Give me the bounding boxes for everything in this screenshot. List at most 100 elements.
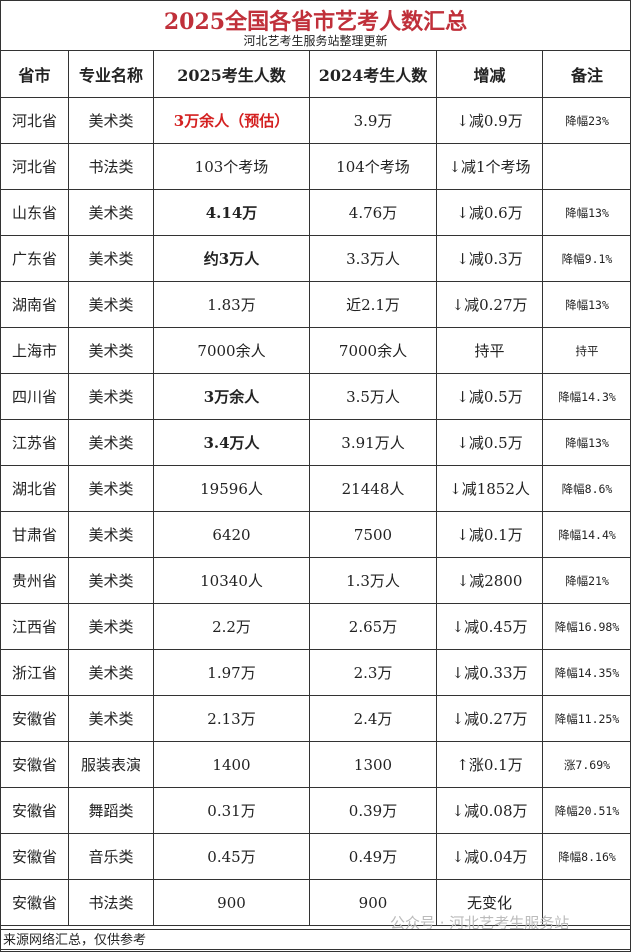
major-cell: 美术类 — [68, 465, 154, 512]
major-cell: 美术类 — [68, 511, 154, 558]
count-2024-cell: 7500 — [309, 511, 437, 558]
major-cell: 书法类 — [68, 879, 154, 926]
note-cell — [542, 143, 631, 190]
count-2025-cell: 约3万人 — [153, 235, 310, 282]
count-2024-cell: 1.3万人 — [309, 557, 437, 604]
major-cell: 美术类 — [68, 373, 154, 420]
count-2024-cell: 2.4万 — [309, 695, 437, 742]
count-2024-cell: 104个考场 — [309, 143, 437, 190]
table-row: 甘肃省 美术类 6420 7500 ↓减0.1万 降幅14.4% — [0, 511, 631, 558]
province-cell: 甘肃省 — [0, 511, 69, 558]
province-cell: 上海市 — [0, 327, 69, 374]
province-cell: 安徽省 — [0, 833, 69, 880]
major-cell: 书法类 — [68, 143, 154, 190]
major-cell: 舞蹈类 — [68, 787, 154, 834]
province-cell: 江苏省 — [0, 419, 69, 466]
major-cell: 美术类 — [68, 557, 154, 604]
province-cell: 四川省 — [0, 373, 69, 420]
note-cell: 降幅14.35% — [542, 649, 631, 696]
count-2024-cell: 3.3万人 — [309, 235, 437, 282]
change-cell: ↓减0.9万 — [436, 97, 543, 144]
note-cell: 降幅14.4% — [542, 511, 631, 558]
table-row: 湖南省 美术类 1.83万 近2.1万 ↓减0.27万 降幅13% — [0, 281, 631, 328]
count-2025-cell: 4.14万 — [153, 189, 310, 236]
count-2024-cell: 21448人 — [309, 465, 437, 512]
note-cell: 降幅11.25% — [542, 695, 631, 742]
count-2025-cell: 2.13万 — [153, 695, 310, 742]
change-cell: ↓减2800 — [436, 557, 543, 604]
column-header: 专业名称 — [68, 50, 154, 98]
note-cell: 降幅8.16% — [542, 833, 631, 880]
column-header: 2024考生人数 — [309, 50, 437, 98]
change-cell: ↓减0.27万 — [436, 695, 543, 742]
header-row: 省市 专业名称 2025考生人数 2024考生人数 增减 备注 — [0, 50, 631, 98]
major-cell: 美术类 — [68, 235, 154, 282]
major-cell: 美术类 — [68, 695, 154, 742]
table-row: 安徽省 书法类 900 900 无变化 — [0, 879, 631, 926]
count-2025-cell: 6420 — [153, 511, 310, 558]
province-cell: 江西省 — [0, 603, 69, 650]
page-title: 2025全国各省市艺考人数汇总 — [163, 9, 468, 35]
note-cell: 降幅13% — [542, 189, 631, 236]
count-2025-cell: 19596人 — [153, 465, 310, 512]
count-2024-cell: 2.3万 — [309, 649, 437, 696]
count-2024-cell: 2.65万 — [309, 603, 437, 650]
province-cell: 山东省 — [0, 189, 69, 236]
major-cell: 美术类 — [68, 419, 154, 466]
province-cell: 安徽省 — [0, 787, 69, 834]
count-2024-cell: 1300 — [309, 741, 437, 788]
major-cell: 美术类 — [68, 189, 154, 236]
table-row: 上海市 美术类 7000余人 7000余人 持平 持平 — [0, 327, 631, 374]
count-2025-cell: 1.97万 — [153, 649, 310, 696]
note-cell: 降幅13% — [542, 281, 631, 328]
table-row: 安徽省 服装表演 1400 1300 ↑涨0.1万 涨7.69% — [0, 741, 631, 788]
count-2024-cell: 近2.1万 — [309, 281, 437, 328]
change-cell: ↑涨0.1万 — [436, 741, 543, 788]
province-cell: 浙江省 — [0, 649, 69, 696]
footer-note: 来源网络汇总，仅供参考 — [0, 929, 631, 950]
count-2025-cell: 7000余人 — [153, 327, 310, 374]
province-cell: 贵州省 — [0, 557, 69, 604]
count-2025-cell: 1400 — [153, 741, 310, 788]
table-row: 江苏省 美术类 3.4万人 3.91万人 ↓减0.5万 降幅13% — [0, 419, 631, 466]
note-cell: 降幅8.6% — [542, 465, 631, 512]
change-cell: ↓减0.5万 — [436, 419, 543, 466]
major-cell: 美术类 — [68, 97, 154, 144]
note-cell: 涨7.69% — [542, 741, 631, 788]
note-cell: 降幅16.98% — [542, 603, 631, 650]
count-2024-cell: 3.91万人 — [309, 419, 437, 466]
table-row: 河北省 书法类 103个考场 104个考场 ↓减1个考场 — [0, 143, 631, 190]
province-cell: 湖南省 — [0, 281, 69, 328]
major-cell: 美术类 — [68, 327, 154, 374]
change-cell: ↓减0.33万 — [436, 649, 543, 696]
table-row: 安徽省 舞蹈类 0.31万 0.39万 ↓减0.08万 降幅20.51% — [0, 787, 631, 834]
province-cell: 河北省 — [0, 143, 69, 190]
province-cell: 安徽省 — [0, 695, 69, 742]
note-cell — [542, 879, 631, 926]
count-2025-cell: 3万余人（预估） — [153, 97, 310, 144]
count-2024-cell: 4.76万 — [309, 189, 437, 236]
province-cell: 安徽省 — [0, 879, 69, 926]
note-cell: 持平 — [542, 327, 631, 374]
table-row: 四川省 美术类 3万余人 3.5万人 ↓减0.5万 降幅14.3% — [0, 373, 631, 420]
table-row: 江西省 美术类 2.2万 2.65万 ↓减0.45万 降幅16.98% — [0, 603, 631, 650]
note-cell: 降幅9.1% — [542, 235, 631, 282]
change-cell: ↓减0.45万 — [436, 603, 543, 650]
table-row: 安徽省 音乐类 0.45万 0.49万 ↓减0.04万 降幅8.16% — [0, 833, 631, 880]
table-row: 浙江省 美术类 1.97万 2.3万 ↓减0.33万 降幅14.35% — [0, 649, 631, 696]
note-cell: 降幅14.3% — [542, 373, 631, 420]
change-cell: ↓减0.5万 — [436, 373, 543, 420]
change-cell: ↓减0.1万 — [436, 511, 543, 558]
count-2024-cell: 3.9万 — [309, 97, 437, 144]
count-2025-cell: 0.31万 — [153, 787, 310, 834]
table-row: 山东省 美术类 4.14万 4.76万 ↓减0.6万 降幅13% — [0, 189, 631, 236]
count-2025-cell: 900 — [153, 879, 310, 926]
table-row: 河北省 美术类 3万余人（预估） 3.9万 ↓减0.9万 降幅23% — [0, 97, 631, 144]
table-row: 广东省 美术类 约3万人 3.3万人 ↓减0.3万 降幅9.1% — [0, 235, 631, 282]
major-cell: 服装表演 — [68, 741, 154, 788]
count-2024-cell: 0.39万 — [309, 787, 437, 834]
count-2025-cell: 10340人 — [153, 557, 310, 604]
note-cell: 降幅20.51% — [542, 787, 631, 834]
count-2025-cell: 103个考场 — [153, 143, 310, 190]
